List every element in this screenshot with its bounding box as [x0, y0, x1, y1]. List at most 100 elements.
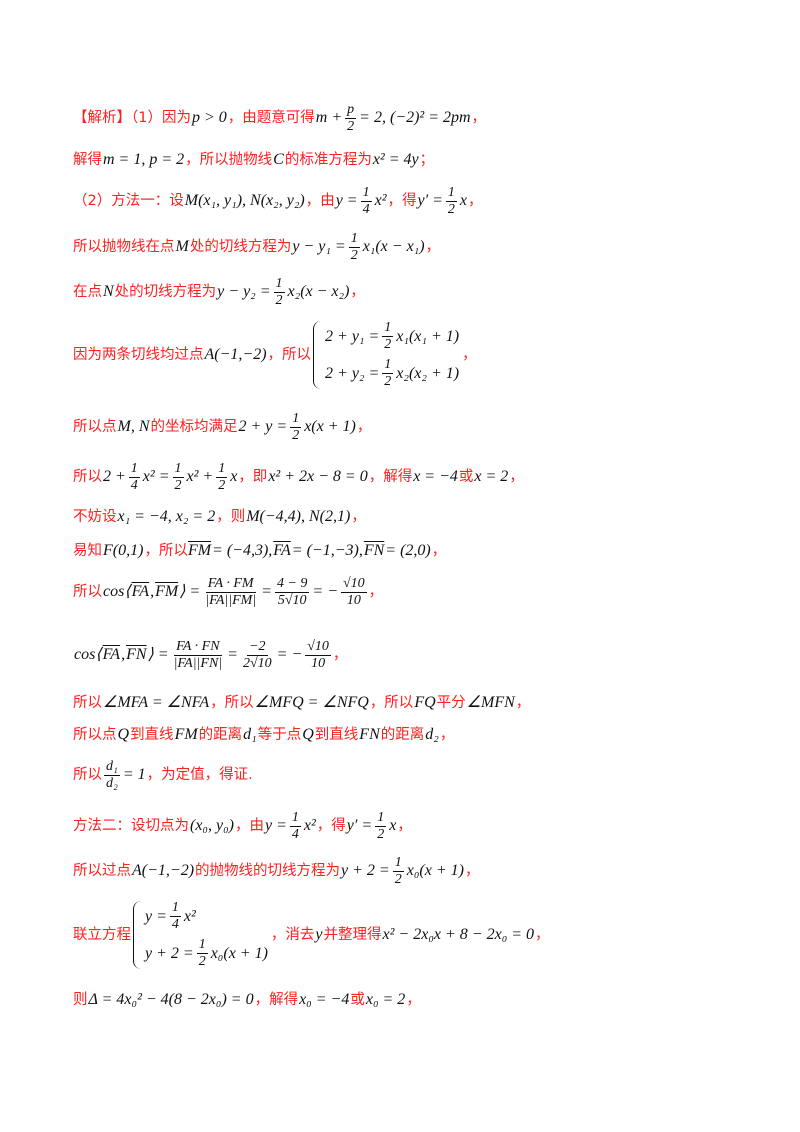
fraction-denominator: 10	[311, 655, 326, 671]
fraction-denominator: d₂	[106, 775, 118, 791]
math-expression: = (2,0)	[385, 542, 431, 559]
math-expression: x₁(x − x₁)	[362, 238, 425, 255]
text-run: ，由	[234, 817, 264, 834]
math-expression: x₀(x + 1)	[406, 862, 464, 879]
fraction: √10 10	[340, 576, 367, 608]
math-expression: x₂(x₂ + 1)	[396, 364, 460, 382]
fraction: −2 2√10	[241, 638, 274, 671]
math-expression: Q	[117, 726, 130, 743]
text-run: 所以	[73, 694, 102, 711]
vector: FN	[126, 646, 147, 663]
fraction-denominator: 4	[291, 826, 299, 842]
math-expression: x₁ = −4, x₂ = 2	[117, 508, 216, 525]
system-row: y = 1 4 x²	[144, 901, 269, 932]
text-run: 的距离	[198, 726, 243, 743]
text-run: ，为定值，得证.	[146, 766, 253, 783]
fraction-numerator: 1	[392, 854, 404, 872]
fraction-denominator: 5√10	[277, 592, 307, 608]
math-expression: A(−1,−2)	[132, 862, 195, 879]
math-expression: N	[103, 283, 114, 300]
math-expression: FN	[359, 726, 380, 743]
system-row: y + 2 = 1 2 x₀(x + 1)	[144, 938, 269, 969]
text-run: ，由	[305, 192, 335, 209]
vector: FN	[363, 542, 385, 559]
math-expression: x	[459, 192, 468, 209]
text-run: 不妨设	[73, 508, 117, 525]
math-expression: = −	[276, 646, 303, 663]
text-run: 【解析】（1）因为	[73, 109, 191, 126]
text-run: 则	[73, 991, 88, 1008]
fraction-numerator: 1	[169, 900, 181, 917]
fraction-denominator: 4	[171, 917, 179, 932]
math-expression: Q	[302, 726, 314, 743]
math-expression: ∠MFQ = ∠NFQ	[254, 694, 369, 711]
math-expression: x²	[183, 907, 196, 925]
text-run: ，	[515, 694, 531, 711]
math-expression: =	[261, 583, 272, 600]
text-run: ，得	[316, 817, 346, 834]
solution-line: （2）方法一：设 M(x₁, y₁), N(x₂, y₂) ，由 y = 1 4 x² ，得 y…	[73, 185, 483, 217]
text-run: ，则	[216, 508, 246, 525]
text-run: ，	[368, 583, 384, 600]
text-run: 的距离	[380, 726, 425, 743]
math-expression: = −	[312, 583, 338, 600]
text-run: ，	[351, 508, 366, 525]
fraction: d₁ d₂	[104, 759, 120, 791]
math-expression: (x₀, y₀)	[190, 817, 234, 834]
solution-line: 所以点 Q 到直线 FM 的距离 d₁ 等于点 Q 到直线 FN 的距离 d₂，	[73, 727, 454, 743]
math-expression: y + 2 =	[145, 944, 194, 962]
fraction-denominator: 2	[198, 954, 206, 969]
math-expression: y =	[145, 907, 167, 925]
math-expression: x	[389, 817, 397, 834]
math-expression: A(−1,−2)	[204, 346, 267, 363]
math-expression: M(−4,4), N(2,1)	[246, 508, 351, 525]
math-expression: 2 + y₁ =	[325, 327, 380, 345]
solution-line: 在点 N 处的切线方程为 y − y₂ = 1 2 x₂(x − x₂)，	[73, 276, 365, 308]
math-expression: x₁(x₁ + 1)	[396, 327, 460, 345]
text-run: 的坐标均满足	[150, 418, 238, 435]
text-run: 或	[350, 991, 365, 1008]
math-expression: ∠MFA = ∠NFA	[103, 694, 210, 711]
solution-line: 所以点 M, N 的坐标均满足 2 + y = 1 2 x(x + 1)，	[73, 411, 371, 443]
left-brace	[133, 901, 141, 969]
fraction-denominator: 2	[394, 871, 402, 887]
solution-line: 所以抛物线在点 M 处的切线方程为 y − y₁ = 1 2 x₁(x − x₁)，	[73, 231, 440, 263]
text-run: ，所以	[210, 694, 254, 711]
math-expression: = (−1,−3),	[291, 542, 363, 559]
fraction-numerator: √10	[305, 638, 331, 656]
text-run: 平分	[436, 694, 466, 711]
text-run: 到直线	[130, 726, 174, 743]
math-expression: y′ =	[346, 817, 373, 834]
solution-line: 因为两条切线均过点 A(−1,−2) ，所以 2 + y₁ = 1 2 x₁(x₁ + 1)…	[73, 321, 477, 389]
text-run: 因为两条切线均过点	[73, 346, 204, 363]
solution-line: 易知 F(0,1) ，所以 FM = (−4,3), FA = (−1,−3), FN = (2…	[73, 543, 446, 559]
math-expression: = 1	[122, 766, 146, 783]
text-run: 解得	[73, 151, 102, 168]
text-run: 所以点	[73, 726, 117, 743]
text-run: ，解得	[254, 991, 299, 1008]
system-rows: 2 + y₁ = 1 2 x₁(x₁ + 1) 2 + y₂ = 1 2 x₂(x₂ + 1)	[324, 321, 460, 389]
math-expression: x₀ = −4	[299, 991, 350, 1008]
math-expression: y − y₁ =	[292, 238, 346, 255]
math-expression: x² − 2x₀x + 8 − 2x₀ = 0	[382, 926, 535, 943]
text-run: 的抛物线的切线方程为	[195, 862, 341, 879]
fraction-numerator: 1	[382, 320, 394, 337]
solution-line: 所以 2 +1 4 x² = 1 2 x² +1 2 x ，即 x² + 2x − 8 = 0 ，解得…	[73, 461, 524, 493]
fraction-numerator: FA · FN	[174, 638, 222, 656]
fraction-denominator: 2	[275, 292, 283, 308]
fraction-numerator: FA · FM	[205, 575, 256, 593]
text-run: ，	[509, 468, 524, 485]
math-expression: = (−4,3),	[212, 542, 273, 559]
vector: FA	[273, 542, 291, 559]
fraction-numerator: −2	[247, 638, 268, 656]
text-run: ，所以抛物线	[185, 151, 273, 168]
text-run: ，由题意可得	[227, 109, 315, 126]
math-expression: 2 + y₂ =	[325, 364, 380, 382]
math-expression: ⟩ =	[179, 583, 201, 600]
